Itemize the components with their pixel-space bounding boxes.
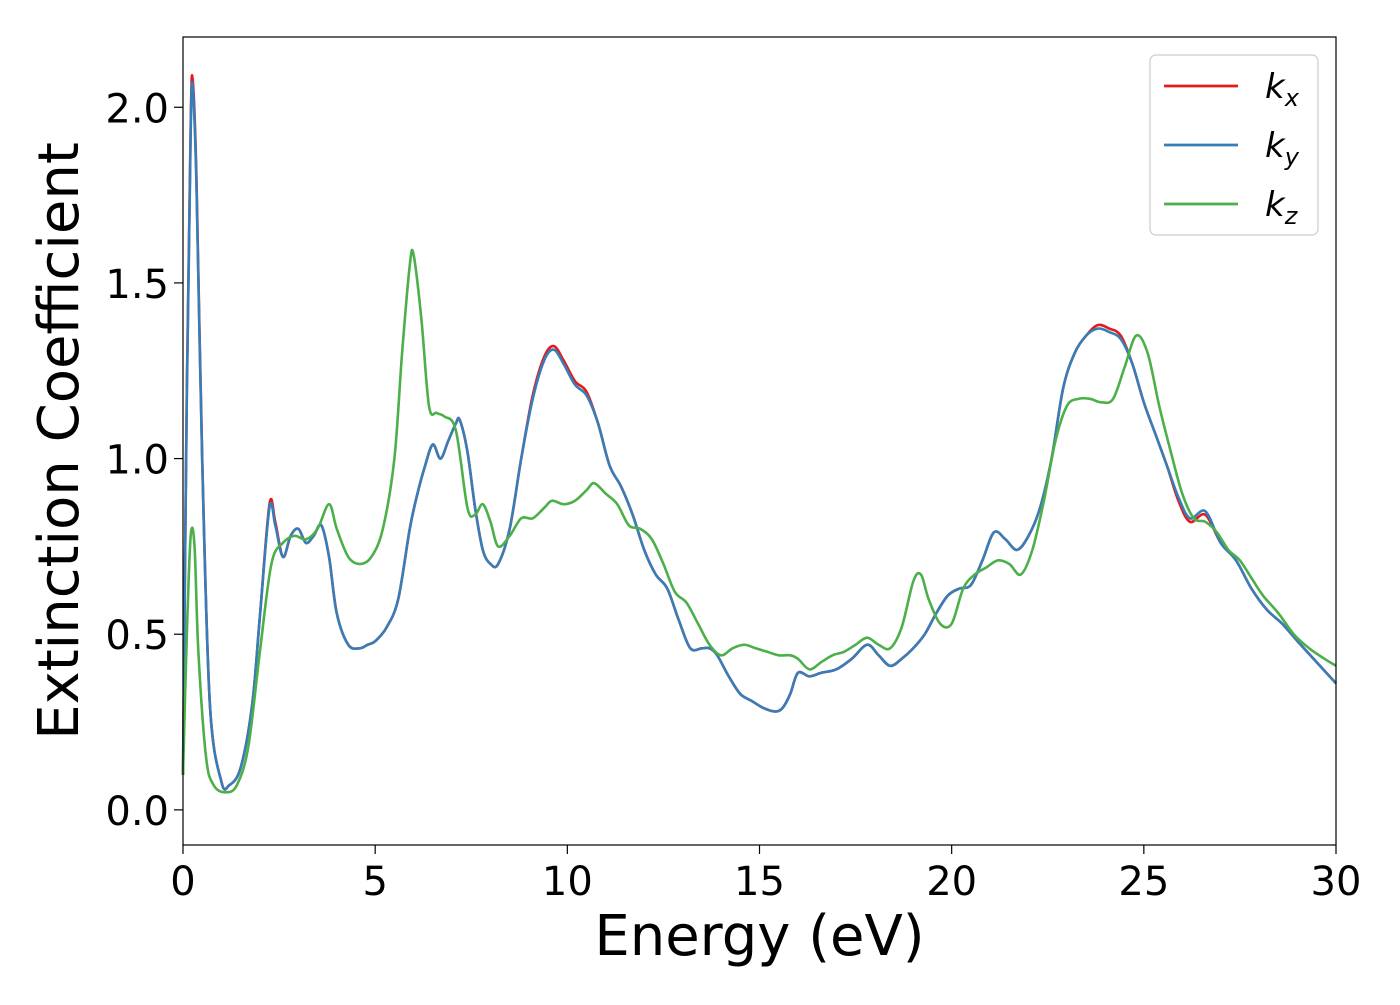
y-axis: 0.0 0.5 1.0 1.5 2.0	[105, 86, 183, 835]
y-tick-label: 0.0	[105, 789, 169, 835]
legend: kx ky kz	[1149, 54, 1319, 236]
y-axis-label: Extinction Coefficient	[27, 142, 92, 740]
legend-label-kz: kz	[1265, 185, 1299, 230]
x-tick-label: 5	[362, 859, 387, 905]
x-tick-label: 30	[1311, 859, 1362, 905]
x-tick-label: 20	[926, 859, 977, 905]
legend-label-kx: kx	[1265, 67, 1300, 112]
y-tick-label: 1.5	[105, 262, 169, 308]
x-tick-label: 10	[542, 859, 593, 905]
x-axis: 0 5 10 15 20 25 30	[170, 845, 1361, 905]
x-tick-label: 0	[170, 859, 195, 905]
series-line-kz	[181, 248, 1337, 794]
series-line-ky	[181, 81, 1337, 791]
x-tick-label: 25	[1118, 859, 1169, 905]
series-layer	[181, 74, 1337, 794]
x-tick-label: 15	[734, 859, 785, 905]
x-axis-label: Energy (eV)	[594, 904, 924, 969]
y-tick-label: 0.5	[105, 613, 169, 659]
y-tick-label: 1.0	[105, 438, 169, 484]
y-tick-label: 2.0	[105, 86, 169, 132]
legend-label-ky: ky	[1265, 126, 1300, 171]
